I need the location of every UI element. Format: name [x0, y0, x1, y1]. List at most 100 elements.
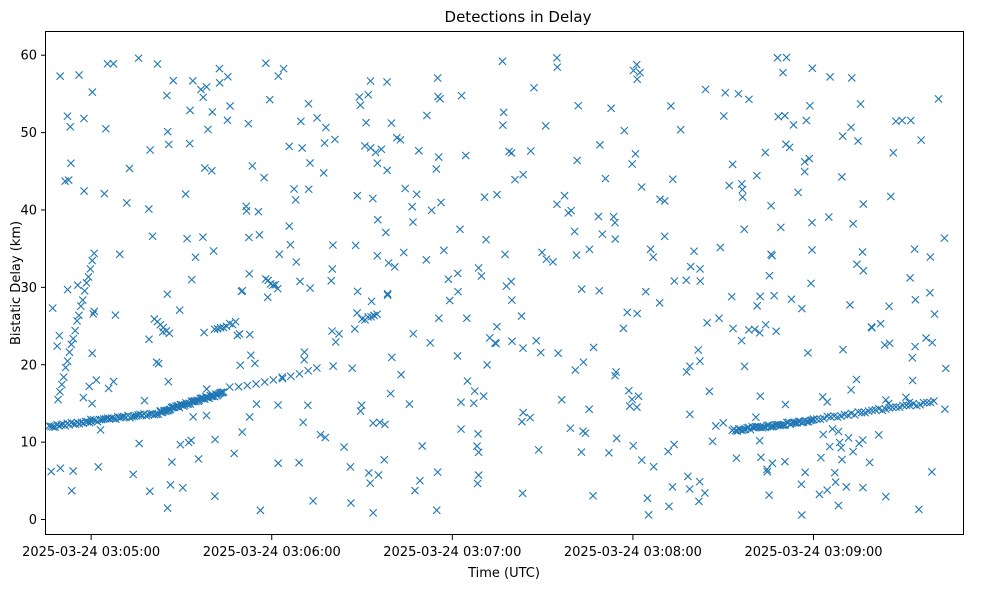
data-point — [767, 250, 776, 259]
data-point — [906, 273, 915, 282]
data-point — [480, 193, 489, 202]
data-point — [740, 225, 749, 234]
plot-frame — [45, 31, 964, 535]
data-point — [685, 410, 694, 419]
data-point — [386, 389, 395, 398]
data-point — [927, 467, 936, 476]
data-point — [725, 181, 734, 190]
data-point — [183, 234, 192, 243]
data-point — [364, 468, 373, 477]
data-point — [436, 94, 444, 103]
data-point — [182, 400, 191, 409]
data-point — [89, 415, 98, 424]
data-point — [847, 385, 856, 394]
data-point — [125, 164, 134, 173]
data-point — [517, 417, 526, 426]
data-point — [744, 95, 753, 104]
data-point — [456, 225, 465, 234]
data-point — [48, 304, 57, 313]
data-point — [82, 278, 91, 287]
data-point — [884, 399, 893, 408]
data-point — [351, 241, 360, 250]
data-point — [598, 230, 607, 239]
data-point — [453, 351, 462, 360]
data-point — [273, 284, 282, 293]
data-point — [433, 468, 442, 477]
data-point — [271, 280, 280, 289]
data-point — [847, 73, 856, 82]
data-point — [755, 436, 764, 445]
data-point — [210, 325, 219, 334]
data-point — [76, 302, 85, 311]
data-point — [734, 89, 743, 98]
data-point — [433, 74, 442, 83]
data-point — [498, 121, 507, 130]
data-point — [557, 395, 566, 404]
data-point — [755, 328, 764, 337]
data-point — [668, 175, 677, 184]
data-point — [919, 398, 928, 407]
data-point — [553, 200, 561, 209]
data-point — [306, 284, 315, 293]
data-point — [856, 100, 865, 108]
data-point — [355, 92, 364, 101]
data-point — [55, 331, 64, 340]
data-point — [782, 53, 791, 62]
data-point — [880, 341, 889, 349]
data-point — [166, 480, 175, 489]
data-point — [245, 412, 254, 421]
data-point — [752, 171, 761, 180]
data-point — [566, 424, 575, 433]
data-point — [255, 230, 264, 239]
data-point — [104, 384, 113, 393]
data-point — [474, 448, 483, 457]
data-point — [837, 172, 846, 181]
data-point — [670, 277, 679, 286]
data-point — [202, 82, 211, 91]
data-point — [69, 467, 78, 476]
data-point — [577, 448, 586, 457]
data-point — [751, 413, 760, 422]
data-point — [187, 275, 196, 284]
data-point — [57, 380, 66, 389]
data-point — [381, 228, 390, 237]
data-point — [629, 66, 638, 75]
data-point — [507, 148, 516, 157]
data-point — [834, 501, 843, 510]
data-point — [819, 430, 828, 439]
data-point — [637, 456, 646, 465]
data-point — [67, 340, 76, 349]
data-point — [609, 212, 618, 221]
data-point — [928, 338, 937, 347]
data-point — [768, 459, 777, 468]
data-point — [589, 343, 598, 352]
data-point — [142, 411, 151, 420]
data-point — [552, 53, 561, 62]
data-point — [874, 430, 883, 439]
data-point — [664, 502, 673, 511]
x-tick-label: 2025-03-24 03:05:00 — [22, 545, 160, 560]
data-point — [474, 263, 483, 272]
data-point — [383, 289, 392, 298]
data-point — [88, 88, 97, 97]
data-point — [507, 296, 516, 305]
data-point — [779, 68, 787, 77]
data-point — [855, 439, 864, 448]
x-axis-label: Time (UTC) — [467, 566, 540, 581]
data-point — [94, 462, 103, 471]
data-point — [840, 410, 849, 419]
data-point — [61, 177, 70, 186]
data-point — [491, 338, 500, 347]
data-point — [86, 415, 95, 424]
data-point — [926, 253, 935, 262]
data-point — [635, 68, 644, 77]
data-point — [145, 335, 153, 344]
data-point — [233, 331, 242, 340]
data-point — [789, 120, 798, 129]
data-point — [96, 425, 105, 434]
data-point — [655, 298, 664, 307]
data-point — [690, 247, 698, 256]
data-point — [776, 223, 785, 232]
data-point — [889, 148, 898, 157]
data-point — [839, 345, 848, 354]
